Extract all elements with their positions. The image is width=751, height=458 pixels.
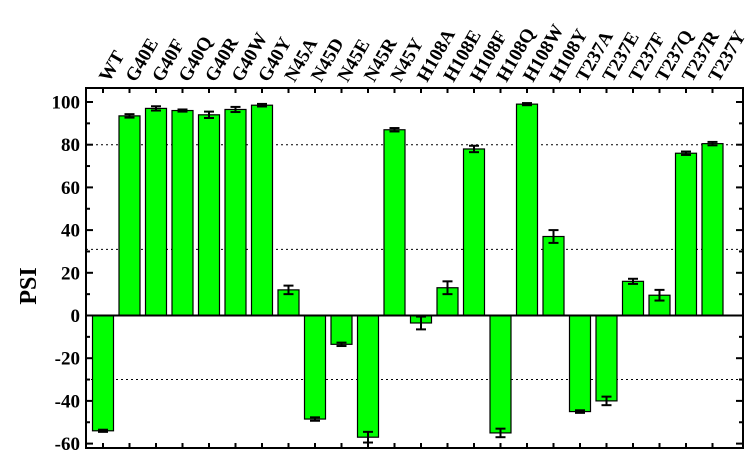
error-bar bbox=[416, 315, 426, 331]
error-bar bbox=[654, 288, 665, 302]
bar bbox=[674, 152, 698, 317]
error-bar bbox=[204, 110, 214, 120]
bar bbox=[621, 280, 645, 317]
bar bbox=[224, 108, 247, 317]
y-tick-label: -60 bbox=[55, 434, 80, 455]
bar bbox=[144, 107, 168, 317]
y-tick-label: 40 bbox=[61, 221, 80, 242]
y-tick-label: 60 bbox=[61, 178, 80, 199]
bar bbox=[303, 314, 327, 420]
error-bar bbox=[575, 409, 585, 414]
y-tick-label: 20 bbox=[61, 263, 80, 284]
error-bars bbox=[98, 102, 718, 444]
error-bar bbox=[442, 280, 453, 296]
bar bbox=[118, 115, 141, 317]
error-bar bbox=[681, 150, 691, 156]
bar bbox=[515, 103, 539, 317]
error-bar bbox=[522, 102, 532, 107]
bars bbox=[91, 103, 724, 438]
axes: -60 -40 -20 0 20 40 60 80 100 bbox=[52, 87, 744, 455]
y-tick-label: 0 bbox=[71, 306, 81, 327]
error-bar bbox=[124, 113, 135, 119]
error-bar bbox=[389, 127, 400, 133]
y-axis-title: PSI bbox=[16, 267, 42, 304]
y-tick-label: 80 bbox=[61, 135, 80, 156]
plot-frame bbox=[85, 87, 744, 449]
error-bar bbox=[707, 140, 718, 147]
error-bar bbox=[601, 395, 612, 407]
bar bbox=[250, 104, 274, 317]
error-bar bbox=[495, 427, 506, 439]
bar bbox=[462, 148, 486, 317]
bar bbox=[171, 109, 194, 317]
category-label: WT bbox=[95, 47, 129, 85]
bar bbox=[383, 129, 406, 317]
error-bar bbox=[363, 430, 373, 444]
bar bbox=[330, 314, 353, 345]
bar bbox=[91, 314, 115, 432]
error-bar bbox=[257, 102, 267, 108]
error-bar bbox=[177, 108, 188, 113]
y-tick-label: 100 bbox=[52, 93, 81, 114]
error-bar bbox=[310, 416, 320, 422]
bar bbox=[595, 314, 618, 402]
bar bbox=[489, 314, 512, 434]
error-bar bbox=[548, 229, 559, 244]
error-bar bbox=[283, 284, 294, 296]
error-bar bbox=[336, 341, 347, 348]
bar bbox=[542, 235, 565, 317]
bar bbox=[197, 114, 221, 317]
y-tick-label: -20 bbox=[55, 349, 80, 370]
error-bar bbox=[628, 277, 638, 285]
bar bbox=[568, 314, 592, 413]
y-tick-label: -40 bbox=[55, 391, 80, 412]
category-labels: WTG40EG40FG40QG40RG40WG40YN45AN45DN45EN4… bbox=[95, 21, 750, 85]
error-bar bbox=[230, 105, 241, 114]
bar bbox=[356, 314, 380, 438]
error-bar bbox=[151, 105, 161, 112]
bar bbox=[701, 143, 724, 317]
error-bar bbox=[469, 144, 479, 154]
error-bar bbox=[98, 428, 108, 433]
